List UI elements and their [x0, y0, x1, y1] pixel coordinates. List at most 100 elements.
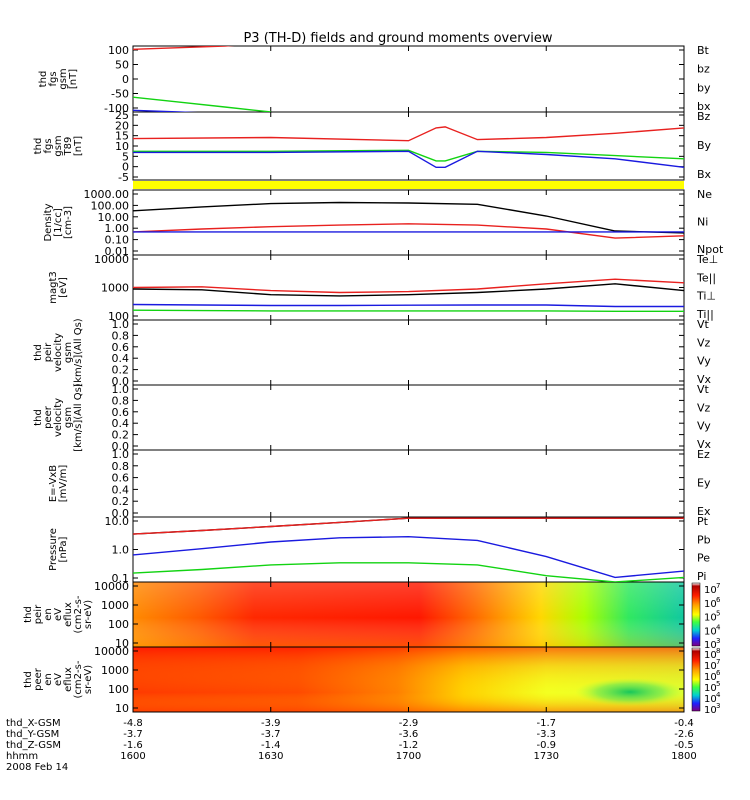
y-axis-label: en	[43, 608, 54, 621]
y-tick-label: -50	[111, 88, 129, 101]
panel-frame-1	[132, 45, 685, 113]
legend-ni: Ni	[697, 216, 708, 229]
y-axis-label: magt3	[48, 271, 59, 304]
legend-vz: Vz	[697, 401, 711, 414]
y-tick-label: 0.01	[105, 245, 130, 258]
x-axis-value: -1.6	[123, 740, 143, 751]
colorbar-tick: 10	[704, 585, 717, 596]
y-axis-label: [km/s](All Qs)	[73, 318, 84, 386]
series-bz	[133, 46, 235, 50]
y-tick-label: 0.2	[112, 495, 130, 508]
x-axis-value: -3.7	[261, 729, 281, 740]
legend-pi: Pi	[697, 570, 706, 583]
legend-vy: Vy	[697, 420, 711, 433]
y-axis-label: (cm2-s-	[73, 660, 84, 698]
x-axis-value: 1600	[120, 751, 145, 762]
series-ti⊥	[133, 303, 684, 308]
panel-frame-3	[132, 189, 685, 256]
series-bx	[133, 150, 684, 168]
colorbar-tick: 10	[704, 661, 717, 672]
x-axis-value: -3.7	[123, 729, 143, 740]
y-axis-label: Pressure	[48, 528, 59, 571]
y-axis-label: [nT]	[73, 136, 84, 156]
y-tick-label: 0.4	[112, 483, 130, 496]
y-axis-label: peer	[33, 667, 44, 691]
y-axis-label: [1/cc]	[53, 208, 64, 237]
y-tick-label: 0.2	[112, 429, 130, 442]
x-axis-value: -3.3	[536, 729, 556, 740]
x-axis-value: -1.7	[536, 718, 556, 729]
y-tick-label: 1.0	[112, 544, 130, 557]
legend-bx: bx	[697, 100, 711, 113]
y-axis-label: gsm	[63, 407, 74, 428]
colorbar-tick: 10	[704, 599, 717, 610]
y-axis-label: [km/s](All Qs)	[73, 383, 84, 451]
legend-ti||: Ti||	[696, 308, 714, 321]
series-pi	[133, 535, 684, 579]
y-axis-label: peir	[43, 342, 54, 362]
y-axis-label: [nPa]	[58, 536, 69, 562]
y-axis-label: peer	[43, 405, 54, 429]
series-ti||	[133, 309, 684, 312]
y-tick-label: 1.0	[112, 318, 130, 331]
legend-ex: Ex	[697, 505, 711, 518]
y-tick-label: 0.0	[112, 375, 130, 388]
x-axis-value: -0.4	[674, 718, 694, 729]
y-axis-label: (cm2-s-	[73, 595, 84, 633]
y-tick-label: 1.00	[105, 222, 130, 235]
colorbar-exponent: 4	[716, 691, 721, 699]
spectrogram-peir-shading	[133, 582, 684, 647]
y-tick-label: 0.6	[112, 406, 130, 419]
legend-bx: Bx	[697, 168, 712, 181]
y-tick-label: 10.0	[105, 515, 130, 528]
spectrogram-peer-feature	[575, 678, 685, 706]
colorbar	[691, 647, 701, 712]
series-ni	[133, 201, 684, 234]
series-bz	[133, 126, 684, 142]
y-tick-label: 0.2	[112, 364, 130, 377]
y-tick-label: 1000	[101, 282, 129, 295]
y-tick-label: 0.8	[112, 460, 130, 473]
y-tick-label: 10	[115, 140, 129, 153]
y-tick-label: 0.6	[112, 341, 130, 354]
legend-npot: Npot	[697, 243, 724, 256]
y-axis-label: sr-eV)	[83, 665, 94, 694]
panel-frame-8	[132, 516, 685, 583]
y-tick-label: 0	[122, 161, 129, 174]
x-axis-value: -0.5	[674, 740, 694, 751]
legend-bz: Bz	[697, 110, 711, 123]
x-axis-value: 1700	[396, 751, 421, 762]
series-by	[133, 149, 684, 162]
y-tick-label: 100.00	[91, 199, 130, 212]
y-axis-label: fgs	[43, 138, 54, 153]
x-axis-row-label: thd_Y-GSM	[6, 729, 59, 740]
y-tick-label: 0.8	[112, 394, 130, 407]
y-axis-label: thd	[38, 71, 49, 88]
y-axis-label: Density	[43, 203, 54, 241]
y-axis-label: [nT]	[68, 69, 79, 89]
y-tick-label: 0.6	[112, 472, 130, 485]
colorbar-exponent: 4	[716, 623, 721, 631]
colorbar-tick: 10	[704, 694, 717, 705]
y-tick-label: 0.8	[112, 329, 130, 342]
y-tick-label: 1000.00	[84, 188, 130, 201]
y-axis-label: en	[43, 673, 54, 686]
legend-bt: Bt	[697, 44, 710, 57]
series-pb	[133, 517, 684, 535]
x-axis-value: -3.6	[399, 729, 419, 740]
y-axis-label: E=-VxB	[48, 465, 59, 502]
legend-by: by	[697, 81, 711, 94]
panel-frame-5	[132, 319, 685, 386]
y-axis-label: peir	[33, 604, 44, 624]
y-tick-label: 0.1	[112, 572, 130, 585]
panel-frame-7	[132, 449, 685, 518]
y-tick-label: 0.4	[112, 417, 130, 430]
y-tick-label: 1.0	[112, 448, 130, 461]
legend-ez: Ez	[697, 448, 710, 461]
y-tick-label: 50	[115, 59, 129, 72]
y-tick-label: 0.4	[112, 352, 130, 365]
legend-te⊥: Te⊥	[696, 253, 718, 266]
y-tick-label: 15	[115, 130, 129, 143]
y-axis-label: gsm	[58, 68, 69, 89]
